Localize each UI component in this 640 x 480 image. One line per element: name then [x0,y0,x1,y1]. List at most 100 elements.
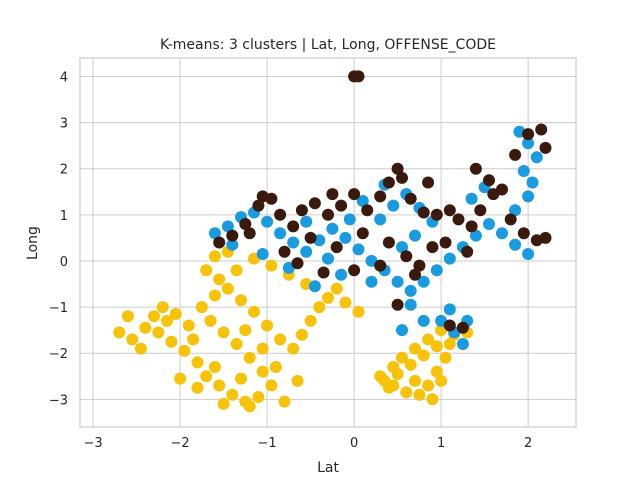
data-point [156,301,169,314]
data-point [391,298,404,311]
data-point [396,324,408,337]
data-point [217,397,230,410]
data-point [261,215,274,228]
data-point [469,162,482,175]
data-point [391,368,404,380]
data-point [435,374,448,387]
x-axis-label: Lat [317,460,339,476]
data-point [208,289,221,302]
data-point [374,259,387,272]
data-point [396,171,408,184]
cluster-series-0 [113,245,474,413]
data-point [517,165,530,177]
data-point [274,333,287,346]
cluster-series-2 [213,70,552,334]
data-point [278,395,291,408]
data-point [326,222,339,235]
data-point [522,248,535,260]
data-point [256,342,269,355]
data-point [230,338,243,350]
data-point [526,176,539,189]
x-tick-label: 0 [350,436,358,451]
data-point [496,227,508,240]
data-point [474,204,487,217]
data-point [256,365,269,378]
data-point [483,174,495,187]
cluster-series-1 [208,125,543,350]
data-point [522,190,535,203]
data-point [235,294,247,307]
data-point [230,264,243,277]
data-point [239,324,252,337]
data-point [204,314,217,327]
data-point [522,137,535,150]
data-point [317,266,330,279]
data-point [252,391,265,403]
data-point [121,310,134,323]
data-point [443,204,456,217]
data-point [191,381,204,394]
data-point [134,342,147,355]
data-point [443,338,456,350]
data-point [409,229,421,242]
data-point [126,333,139,346]
data-point [422,333,435,346]
data-point [352,305,365,318]
data-point [291,257,304,270]
data-point [530,151,543,164]
data-point [339,296,352,309]
data-point [295,328,308,341]
data-point [304,231,317,244]
data-point [300,245,313,258]
data-point [161,314,173,327]
data-point [269,361,282,373]
data-point [226,229,239,242]
data-point [278,245,291,258]
data-point [313,301,326,314]
data-point [274,227,287,240]
data-point [221,220,234,233]
data-point [426,393,439,406]
data-point [348,264,361,277]
data-point [330,282,343,295]
data-point [148,310,160,323]
data-point [239,218,252,230]
data-point [443,303,456,316]
data-point [539,141,552,154]
data-point [113,326,126,339]
x-tick-label: 1 [437,436,445,451]
data-point [417,206,430,219]
data-point [413,259,426,272]
data-point [295,204,308,217]
data-point [287,236,300,249]
data-point [426,241,439,254]
data-point [409,374,421,387]
data-point [517,227,530,240]
y-tick-label: −2 [49,347,68,362]
data-point [456,338,469,350]
data-point [330,241,343,254]
data-point [152,326,165,339]
y-axis-label: Long [25,226,41,260]
data-point [287,220,300,233]
data-point [461,245,474,258]
data-point [265,379,278,392]
data-point [396,351,408,364]
data-point [256,248,269,260]
data-point [417,275,430,288]
y-tick-label: −3 [49,393,68,408]
data-point [252,199,265,212]
data-point [208,250,221,263]
data-point [339,231,352,244]
y-tick-label: 3 [60,117,68,132]
data-point [343,213,356,226]
data-point [274,208,287,221]
data-point [382,236,395,249]
x-tick-labels: −3 −2 −1 0 1 2 [83,436,532,451]
data-point [326,188,339,201]
data-point [213,379,226,392]
data-point [352,70,365,83]
data-point [422,176,435,189]
data-point [469,229,482,242]
data-point [226,388,239,401]
